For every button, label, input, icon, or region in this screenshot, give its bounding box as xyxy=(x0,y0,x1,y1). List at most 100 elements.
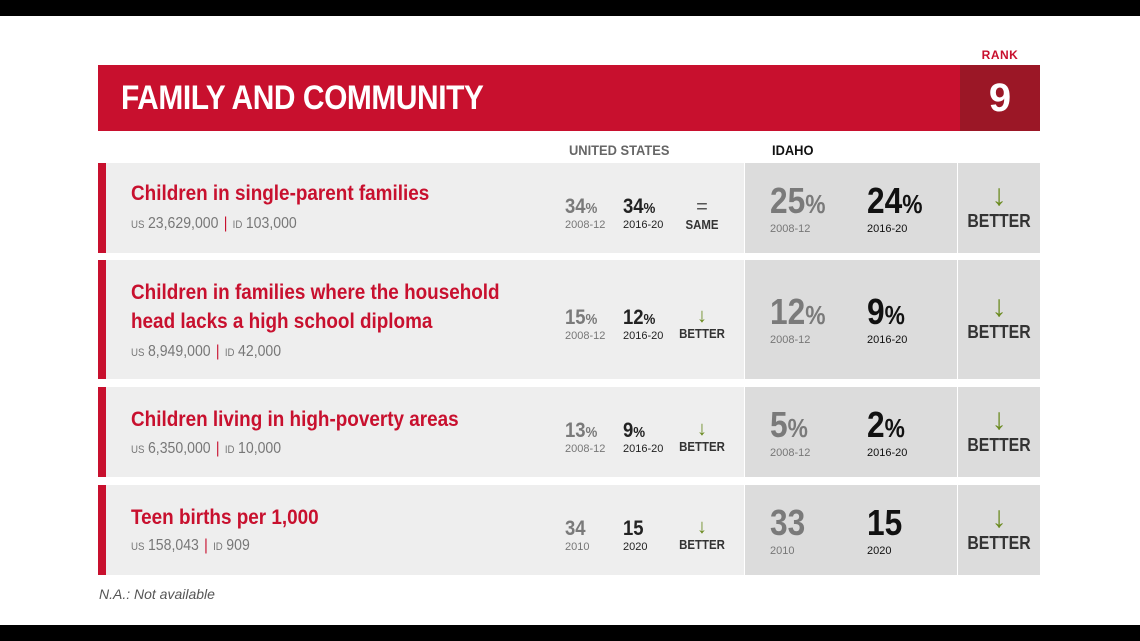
trend-cell: ↓ BETTER xyxy=(958,260,1040,379)
us-value-later-number: 34 xyxy=(623,195,644,218)
us-count: 23,629,000 xyxy=(147,215,219,232)
us-value-earlier: 15% 2008-12 xyxy=(565,306,605,342)
unit: % xyxy=(585,311,598,328)
id-value-earlier: 12% 2008-12 xyxy=(770,294,833,347)
id-value-earlier-number: 33 xyxy=(770,502,806,543)
id-year-later: 2016-20 xyxy=(867,334,908,346)
us-value-earlier: 13% 2008-12 xyxy=(565,419,605,455)
down-arrow-icon: ↓ xyxy=(991,501,1007,534)
idaho-cell: 5% 2008-12 2% 2016-20 xyxy=(745,387,957,477)
unit: % xyxy=(585,424,598,441)
id-value-earlier: 33 2010 xyxy=(770,502,810,558)
us-change-label: BETTER xyxy=(679,326,725,341)
id-value-later-number: 15 xyxy=(867,502,903,543)
id-count: 909 xyxy=(226,537,250,554)
id-count: 103,000 xyxy=(245,215,297,232)
us-year-earlier: 2008-12 xyxy=(565,219,606,231)
id-tag: ID xyxy=(232,219,243,231)
trend-label: BETTER xyxy=(967,211,1031,231)
id-year-earlier: 2008-12 xyxy=(770,223,811,235)
indicator-cell: Teen births per 1,000 US 158,043 | ID 909 34… xyxy=(106,485,744,575)
unit: % xyxy=(902,191,923,219)
trend-cell: ↓ BETTER xyxy=(958,485,1040,575)
canvas: RANK FAMILY AND COMMUNITY 9 UNITED STATE… xyxy=(0,16,1140,625)
column-header-idaho: IDAHO xyxy=(772,142,814,158)
us-value-later-number: 15 xyxy=(623,517,644,540)
us-value-earlier-number: 34 xyxy=(565,517,586,540)
us-value-earlier-number: 13 xyxy=(565,419,586,442)
id-year-earlier: 2010 xyxy=(770,545,795,557)
us-value-earlier: 34 2010 xyxy=(565,517,589,553)
trend-label: BETTER xyxy=(967,435,1031,455)
id-year-later: 2016-20 xyxy=(867,447,908,459)
count-separator: | xyxy=(215,440,220,457)
us-change-label: BETTER xyxy=(679,439,725,454)
id-value-later-number: 9 xyxy=(867,291,885,332)
us-tag: US xyxy=(131,219,145,231)
indicator-title-line: Children in single-parent families xyxy=(131,182,430,205)
id-value-later-number: 2 xyxy=(867,404,885,445)
indicator-title: Children living in high-poverty areas xyxy=(131,405,459,434)
indicator-counts: US 158,043 | ID 909 xyxy=(131,537,250,555)
us-value-later: 15 2020 xyxy=(623,517,647,553)
us-value-later-number: 12 xyxy=(623,306,644,329)
indicator-title: Teen births per 1,000 xyxy=(131,503,319,532)
id-tag: ID xyxy=(224,444,235,456)
unit: % xyxy=(633,424,646,441)
id-value-earlier: 5% 2008-12 xyxy=(770,404,813,460)
id-value-later: 24% 2016-20 xyxy=(867,180,930,236)
id-tag: ID xyxy=(224,347,235,359)
us-tag: US xyxy=(131,347,145,359)
idaho-cell: 33 2010 15 2020 xyxy=(745,485,957,575)
us-change-label: SAME xyxy=(685,217,719,232)
indicator-row-teen-births: Teen births per 1,000 US 158,043 | ID 909 34… xyxy=(98,485,1040,575)
indicator-title-line: head lacks a high school diploma xyxy=(131,310,433,333)
us-count: 158,043 xyxy=(147,537,199,554)
unit: % xyxy=(884,302,905,330)
row-accent-bar xyxy=(98,485,106,575)
us-change-label: BETTER xyxy=(679,537,725,552)
row-accent-bar xyxy=(98,163,106,253)
id-year-later: 2020 xyxy=(867,545,892,557)
down-arrow-icon: ↓ xyxy=(697,418,707,440)
row-accent-bar xyxy=(98,260,106,379)
us-value-later: 34% 2016-20 xyxy=(623,195,663,231)
id-value-earlier: 25% 2008-12 xyxy=(770,180,833,236)
us-value-earlier-number: 15 xyxy=(565,306,586,329)
indicator-cell: Children living in high-poverty areas US… xyxy=(106,387,744,477)
count-separator: | xyxy=(215,343,220,360)
id-value-earlier-number: 25 xyxy=(770,180,806,221)
indicator-counts: US 8,949,000 | ID 42,000 xyxy=(131,343,281,361)
down-arrow-icon: ↓ xyxy=(697,305,707,327)
indicator-cell: Children in families where the household… xyxy=(106,260,744,379)
down-arrow-icon: ↓ xyxy=(991,403,1007,436)
row-accent-bar xyxy=(98,387,106,477)
unit: % xyxy=(787,415,808,443)
equals-icon: = xyxy=(696,196,708,218)
us-value-later: 9% 2016-20 xyxy=(623,419,663,455)
indicator-cell: Children in single-parent families US 23,… xyxy=(106,163,744,253)
indicator-row-high-poverty: Children living in high-poverty areas US… xyxy=(98,387,1040,477)
us-year-later: 2020 xyxy=(623,541,648,553)
id-value-earlier-number: 5 xyxy=(770,404,788,445)
us-year-earlier: 2008-12 xyxy=(565,330,606,342)
us-value-later: 12% 2016-20 xyxy=(623,306,663,342)
indicator-title: Children in families where the household… xyxy=(131,278,500,336)
trend-label: BETTER xyxy=(967,533,1031,553)
us-count: 6,350,000 xyxy=(147,440,211,457)
id-count: 10,000 xyxy=(238,440,282,457)
id-value-later: 2% 2016-20 xyxy=(867,404,910,460)
rank-value: 9 xyxy=(988,76,1012,120)
column-header-united-states: UNITED STATES xyxy=(569,142,670,158)
indicator-title-line: Children living in high-poverty areas xyxy=(131,408,459,431)
rank-box: 9 xyxy=(960,65,1040,131)
section-title: FAMILY AND COMMUNITY xyxy=(121,79,484,117)
id-value-later-number: 24 xyxy=(867,180,903,221)
us-value-earlier-number: 34 xyxy=(565,195,586,218)
id-year-earlier: 2008-12 xyxy=(770,447,811,459)
us-value-later-number: 9 xyxy=(623,419,634,442)
count-separator: | xyxy=(204,537,208,554)
id-tag: ID xyxy=(213,541,223,553)
count-separator: | xyxy=(223,215,228,232)
rank-label: RANK xyxy=(981,48,1019,62)
